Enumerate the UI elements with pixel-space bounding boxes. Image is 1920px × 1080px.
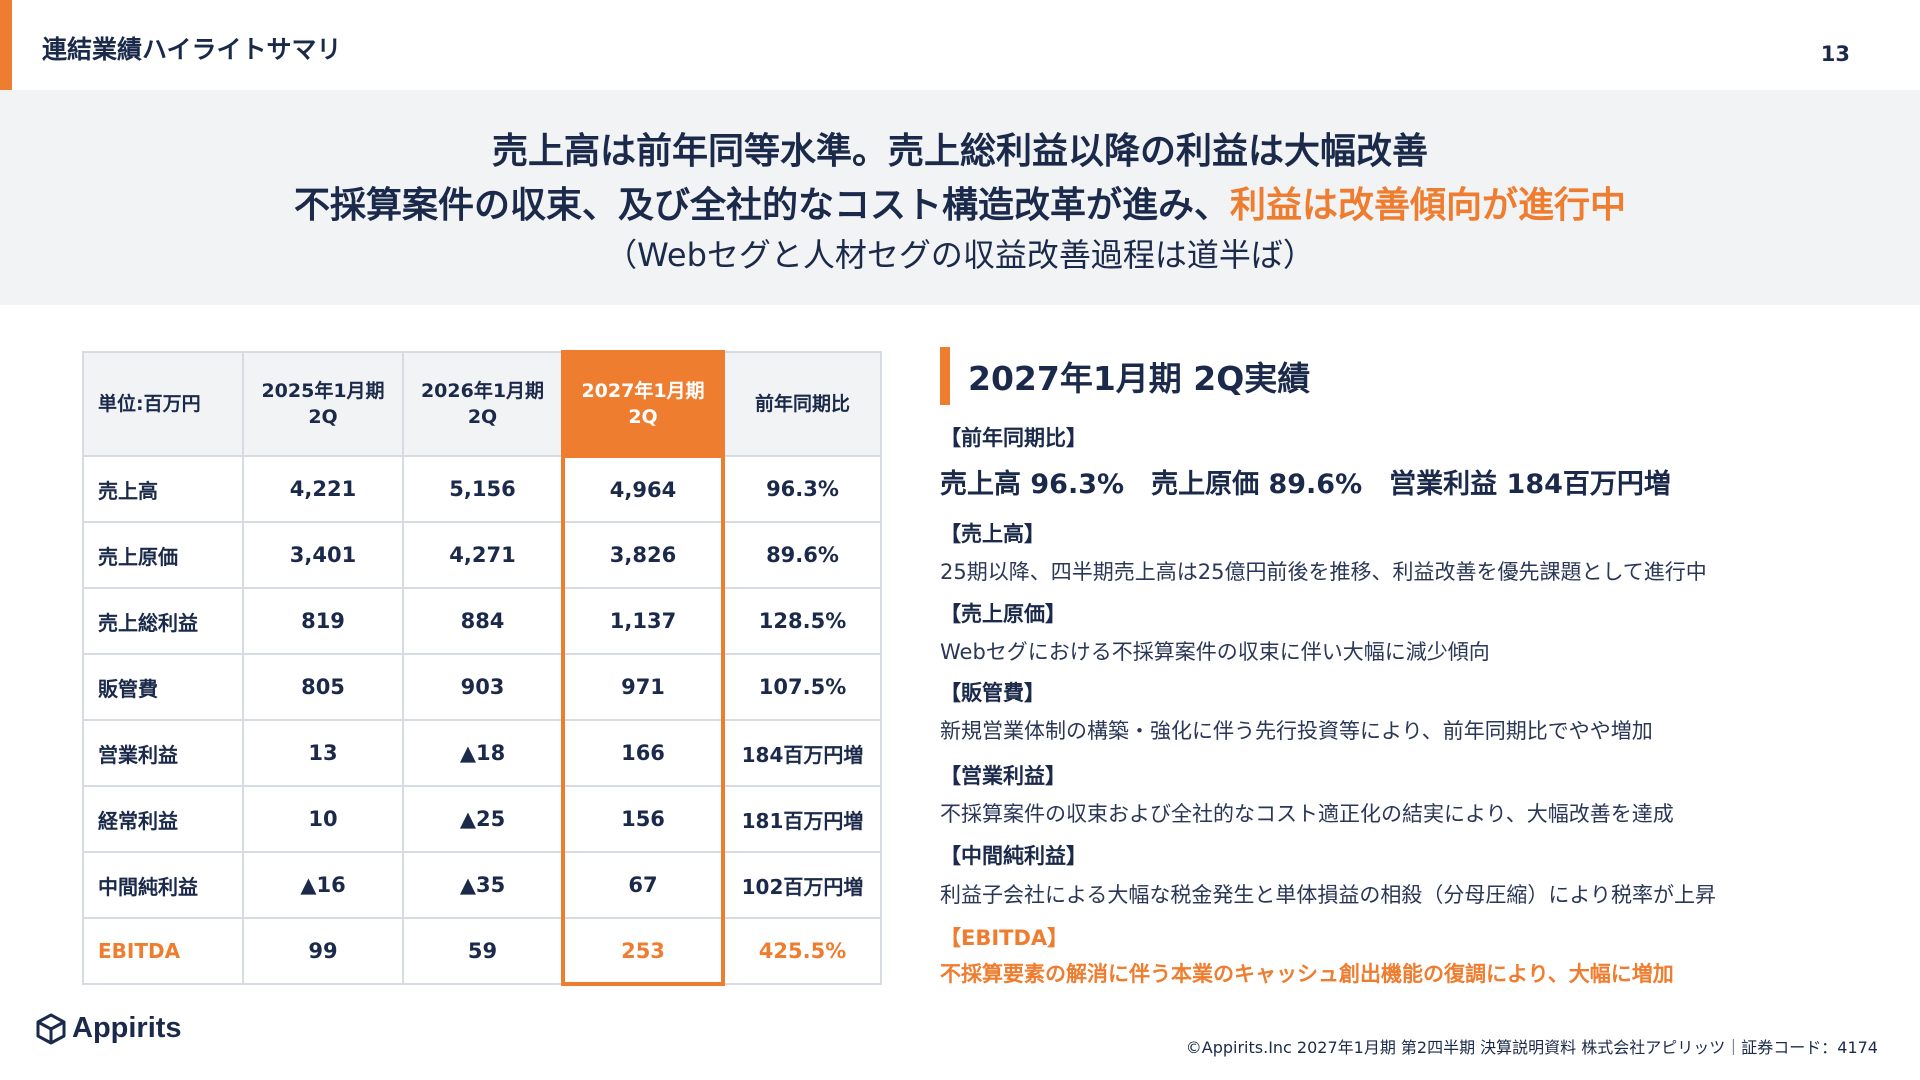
operating-profit-text: 不採算案件の収束および全社的なコスト適正化の結実により、大幅改善を達成 bbox=[940, 802, 1674, 826]
cell-2026: ▲35 bbox=[402, 851, 564, 919]
headline-line-2: 不採算案件の収束、及び全社的なコスト構造改革が進み、利益は改善傾向が進行中 bbox=[0, 176, 1920, 228]
net-income-text: 利益子会社による大幅な税金発生と単体損益の相殺（分母圧縮）により税率が上昇 bbox=[940, 883, 1716, 907]
cell-2025: 99 bbox=[242, 917, 404, 985]
table-row: 営業利益 13 ▲18 166 184百万円増 bbox=[82, 719, 882, 787]
results-title: 2027年1月期 2Q実績 bbox=[968, 359, 1311, 398]
cell-2025: 819 bbox=[242, 587, 404, 655]
column-header-2027-period: 2027年1月期 bbox=[581, 380, 705, 402]
ebitda-heading: 【EBITDA】 bbox=[940, 926, 1069, 950]
column-header-2027: 2027年1月期 2Q bbox=[561, 350, 725, 458]
cell-yoy: 102百万円増 bbox=[722, 851, 882, 919]
column-header-yoy: 前年同期比 bbox=[722, 351, 882, 457]
headline-panel: 売上高は前年同等水準。売上総利益以降の利益は大幅改善 不採算案件の収束、及び全社… bbox=[0, 90, 1920, 305]
row-label: 売上原価 bbox=[82, 521, 244, 589]
cell-yoy: 181百万円増 bbox=[722, 785, 882, 853]
cell-yoy: 128.5% bbox=[722, 587, 882, 655]
cell-2027: 253 bbox=[561, 917, 725, 986]
table-header-row: 単位:百万円 2025年1月期 2Q 2026年1月期 2Q 2027年1月期 2Q … bbox=[82, 350, 882, 458]
row-label: 売上総利益 bbox=[82, 587, 244, 655]
sga-text: 新規営業体制の構築・強化に伴う先行投資等により、前年同期比でやや増加 bbox=[940, 719, 1653, 743]
cell-yoy: 107.5% bbox=[722, 653, 882, 721]
headline-line-1: 売上高は前年同等水準。売上総利益以降の利益は大幅改善 bbox=[491, 131, 1428, 172]
cell-2027: 971 bbox=[561, 653, 725, 721]
cell-2026: 59 bbox=[402, 917, 564, 985]
cell-2027: 4,964 bbox=[561, 455, 725, 523]
cell-2025: 3,401 bbox=[242, 521, 404, 589]
section-title: 連結業績ハイライトサマリ bbox=[42, 35, 342, 64]
headline-line-3: （Webセグと人材セグの収益改善過程は道半ば） bbox=[605, 236, 1315, 274]
column-header-2025-period: 2025年1月期 bbox=[261, 380, 385, 402]
cell-yoy: 96.3% bbox=[722, 455, 882, 523]
ebitda-text: 不採算要素の解消に伴う本業のキャッシュ創出機能の復調により、大幅に増加 bbox=[940, 962, 1674, 986]
column-header-2026-period: 2026年1月期 bbox=[420, 380, 545, 402]
column-header-2025: 2025年1月期 2Q bbox=[242, 351, 404, 457]
yoy-heading: 【前年同期比】 bbox=[940, 426, 1087, 450]
cell-yoy: 184百万円増 bbox=[722, 719, 882, 787]
column-header-2026-quarter: 2Q bbox=[467, 406, 498, 428]
cell-2027: 1,137 bbox=[561, 587, 725, 655]
company-logo: Appirits bbox=[36, 1012, 182, 1045]
table-row: 中間純利益 ▲16 ▲35 67 102百万円増 bbox=[82, 851, 882, 919]
header-accent-bar bbox=[0, 0, 12, 90]
row-label: 中間純利益 bbox=[82, 851, 244, 919]
table-row: 売上総利益 819 884 1,137 128.5% bbox=[82, 587, 882, 655]
row-label: 営業利益 bbox=[82, 719, 244, 787]
headline-line-2-main: 不採算案件の収束、及び全社的なコスト構造改革が進み、 bbox=[293, 185, 1230, 226]
cell-2026: 4,271 bbox=[402, 521, 564, 589]
cell-2027: 156 bbox=[561, 785, 725, 853]
operating-profit-heading: 【営業利益】 bbox=[940, 764, 1066, 788]
net-income-heading: 【中間純利益】 bbox=[940, 844, 1087, 868]
cell-2026: 884 bbox=[402, 587, 564, 655]
cell-2027: 67 bbox=[561, 851, 725, 919]
cell-yoy: 425.5% bbox=[722, 917, 882, 985]
sga-heading: 【販管費】 bbox=[940, 681, 1045, 705]
unit-label: 単位:百万円 bbox=[82, 351, 244, 457]
table-row: 販管費 805 903 971 107.5% bbox=[82, 653, 882, 721]
row-label: EBITDA bbox=[82, 917, 244, 985]
cell-2026: ▲18 bbox=[402, 719, 564, 787]
row-label: 経常利益 bbox=[82, 785, 244, 853]
footer-copyright: ©Appirits.Inc 2027年1月期 第2四半期 決算説明資料 株式会社… bbox=[1185, 1038, 1878, 1057]
column-header-2026: 2026年1月期 2Q bbox=[402, 351, 564, 457]
column-header-2027-quarter: 2Q bbox=[628, 406, 658, 428]
results-accent-bar bbox=[940, 347, 950, 405]
cost-heading: 【売上原価】 bbox=[940, 602, 1066, 626]
cell-2025: 13 bbox=[242, 719, 404, 787]
sales-text: 25期以降、四半期売上高は25億円前後を推移、利益改善を優先課題として進行中 bbox=[940, 560, 1707, 584]
cell-2025: 805 bbox=[242, 653, 404, 721]
cube-logo-icon bbox=[36, 1013, 66, 1044]
logo-text: Appirits bbox=[72, 1012, 182, 1044]
cell-yoy: 89.6% bbox=[722, 521, 882, 589]
cell-2025: 10 bbox=[242, 785, 404, 853]
results-table: 単位:百万円 2025年1月期 2Q 2026年1月期 2Q 2027年1月期 2Q … bbox=[82, 350, 882, 986]
cell-2027: 166 bbox=[561, 719, 725, 787]
table-row: 経常利益 10 ▲25 156 181百万円増 bbox=[82, 785, 882, 853]
row-label: 売上高 bbox=[82, 455, 244, 523]
column-header-2025-quarter: 2Q bbox=[308, 406, 338, 428]
cost-text: Webセグにおける不採算案件の収束に伴い大幅に減少傾向 bbox=[940, 640, 1490, 664]
cell-2025: 4,221 bbox=[242, 455, 404, 523]
sales-heading: 【売上高】 bbox=[940, 522, 1045, 546]
yoy-summary: 売上高 96.3% 売上原価 89.6% 営業利益 184百万円増 bbox=[940, 469, 1671, 500]
page-number: 13 bbox=[1820, 42, 1850, 66]
cell-2025: ▲16 bbox=[242, 851, 404, 919]
cell-2026: ▲25 bbox=[402, 785, 564, 853]
table-row: EBITDA 99 59 253 425.5% bbox=[82, 917, 882, 986]
cell-2026: 5,156 bbox=[402, 455, 564, 523]
cell-2026: 903 bbox=[402, 653, 564, 721]
table-row: 売上高 4,221 5,156 4,964 96.3% bbox=[82, 455, 882, 523]
headline-line-2-highlight: 利益は改善傾向が進行中 bbox=[1230, 185, 1627, 226]
table-row: 売上原価 3,401 4,271 3,826 89.6% bbox=[82, 521, 882, 589]
cell-2027: 3,826 bbox=[561, 521, 725, 589]
row-label: 販管費 bbox=[82, 653, 244, 721]
